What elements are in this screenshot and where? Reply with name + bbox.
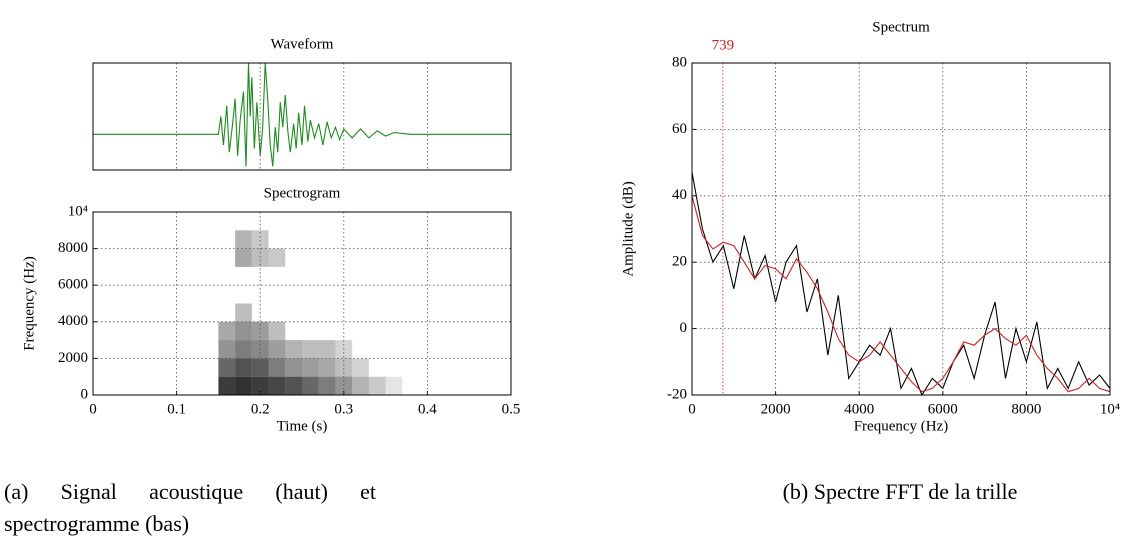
y-axis-label: Frequency (Hz) xyxy=(21,256,37,351)
chart-title: Spectrogram xyxy=(264,185,341,201)
x-tick-label: 10⁴ xyxy=(1100,401,1120,417)
y-tick-label: 10⁴ xyxy=(68,203,88,219)
x-tick-label: 4000 xyxy=(844,401,874,417)
spectrogram-cell xyxy=(218,321,236,341)
caption: (a) Signal acoustique (haut) et spectrog… xyxy=(4,479,376,536)
spectrogram-cell xyxy=(285,376,302,395)
y-tick-label: 0 xyxy=(680,320,688,336)
spectrogram-cell xyxy=(352,376,369,395)
x-tick-label: 0.3 xyxy=(334,401,353,417)
y-tick-label: 4000 xyxy=(58,313,88,329)
chart-title: Spectrum xyxy=(872,19,930,35)
spectrogram-cell xyxy=(268,376,286,395)
x-tick-label: 0 xyxy=(89,401,97,417)
y-tick-label: 0 xyxy=(81,386,89,402)
spectrogram-cell xyxy=(368,376,386,395)
spectrogram-cell xyxy=(285,340,302,359)
spectrogram-cell xyxy=(235,358,252,377)
spectrogram-cell xyxy=(385,376,403,395)
spectrogram-cell xyxy=(251,321,269,341)
spectrogram-cell xyxy=(251,358,269,377)
spectrogram-cell xyxy=(218,358,236,377)
series-line xyxy=(93,62,511,167)
spectrogram-cell xyxy=(318,358,336,377)
y-tick-label: 80 xyxy=(672,54,687,70)
plot-frame xyxy=(92,211,512,396)
spectrogram-cell xyxy=(335,358,353,377)
x-tick-label: 0.2 xyxy=(251,401,270,417)
spectrogram-cell xyxy=(352,358,369,377)
x-tick-label: 2000 xyxy=(761,401,791,417)
spectrogram-cell xyxy=(302,358,319,377)
spectrogram-cell xyxy=(251,230,269,249)
y-tick-label: 20 xyxy=(672,254,687,270)
y-tick-label: 6000 xyxy=(58,277,88,293)
spectrogram-cell xyxy=(318,376,336,395)
spectrogram-cell xyxy=(235,303,252,322)
spectrogram-cell xyxy=(218,376,236,395)
spectrogram-cell xyxy=(285,358,302,377)
spectrogram-cell xyxy=(235,376,252,395)
plot-frame xyxy=(691,62,1111,396)
spectrogram-cell xyxy=(268,340,286,359)
spectrogram-cell xyxy=(235,248,252,267)
y-tick-label: 2000 xyxy=(58,350,88,366)
spectrogram-cell xyxy=(268,248,286,267)
x-axis-label: Time (s) xyxy=(277,418,328,434)
x-tick-label: 0.1 xyxy=(167,401,186,417)
spectrogram-cell xyxy=(218,340,236,359)
y-axis-label: Amplitude (dB) xyxy=(620,181,636,276)
x-tick-label: 0.5 xyxy=(502,401,521,417)
y-tick-label: -20 xyxy=(667,386,687,402)
marker-label: 739 xyxy=(712,37,735,53)
series-line xyxy=(691,195,1111,393)
x-tick-label: 0 xyxy=(688,401,696,417)
spectrogram-cell xyxy=(335,376,353,395)
spectrogram-cell xyxy=(235,340,252,359)
x-tick-label: 0.4 xyxy=(418,401,437,417)
spectrogram-cell xyxy=(251,376,269,395)
y-tick-label: 60 xyxy=(672,121,687,137)
series-line xyxy=(691,172,1111,397)
x-tick-label: 8000 xyxy=(1011,401,1041,417)
chart-title: Waveform xyxy=(271,36,334,52)
spectrogram-cell xyxy=(302,340,319,359)
y-tick-label: 40 xyxy=(672,187,687,203)
spectrogram-cell xyxy=(268,358,286,377)
plot-frame xyxy=(92,62,512,171)
spectrogram-cell xyxy=(318,340,336,359)
spectrogram-cell xyxy=(251,248,269,267)
spectrogram-cell xyxy=(302,376,319,395)
spectrogram-cell xyxy=(235,230,252,249)
caption: (b) Spectre FFT de la trille xyxy=(782,479,1018,504)
x-tick-label: 6000 xyxy=(928,401,958,417)
spectrogram-cell xyxy=(235,321,252,341)
y-tick-label: 8000 xyxy=(58,240,88,256)
spectrogram-cell xyxy=(268,321,286,341)
x-axis-label: Frequency (Hz) xyxy=(854,418,949,434)
